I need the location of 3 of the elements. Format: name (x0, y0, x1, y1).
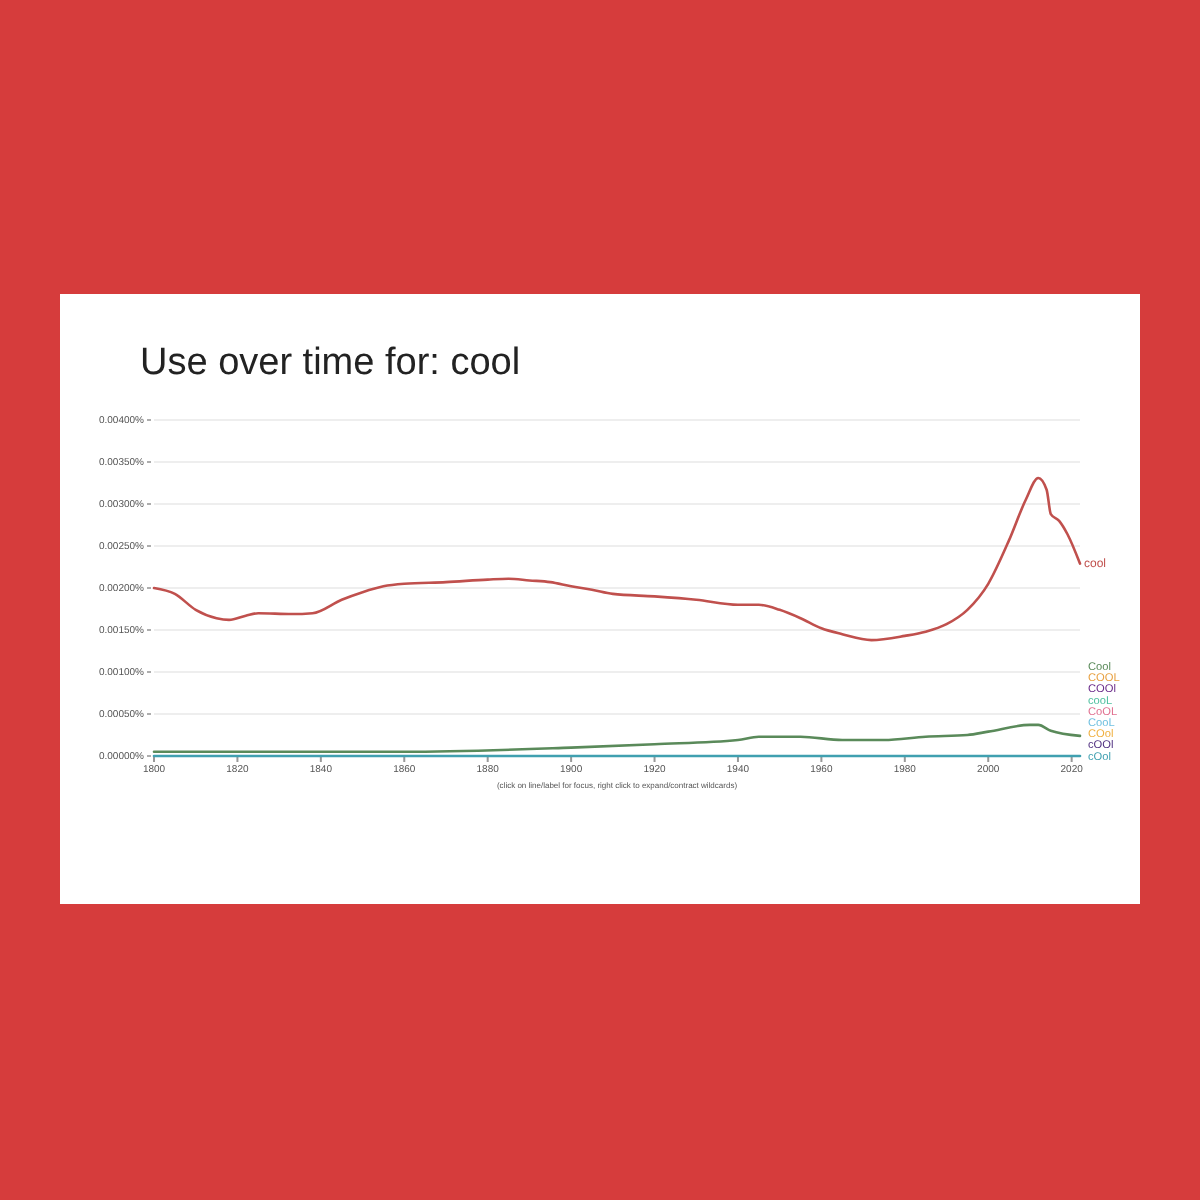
line-series (152, 476, 1082, 642)
chart-title: Use over time for: cool (140, 342, 521, 384)
line-series (152, 723, 1082, 754)
